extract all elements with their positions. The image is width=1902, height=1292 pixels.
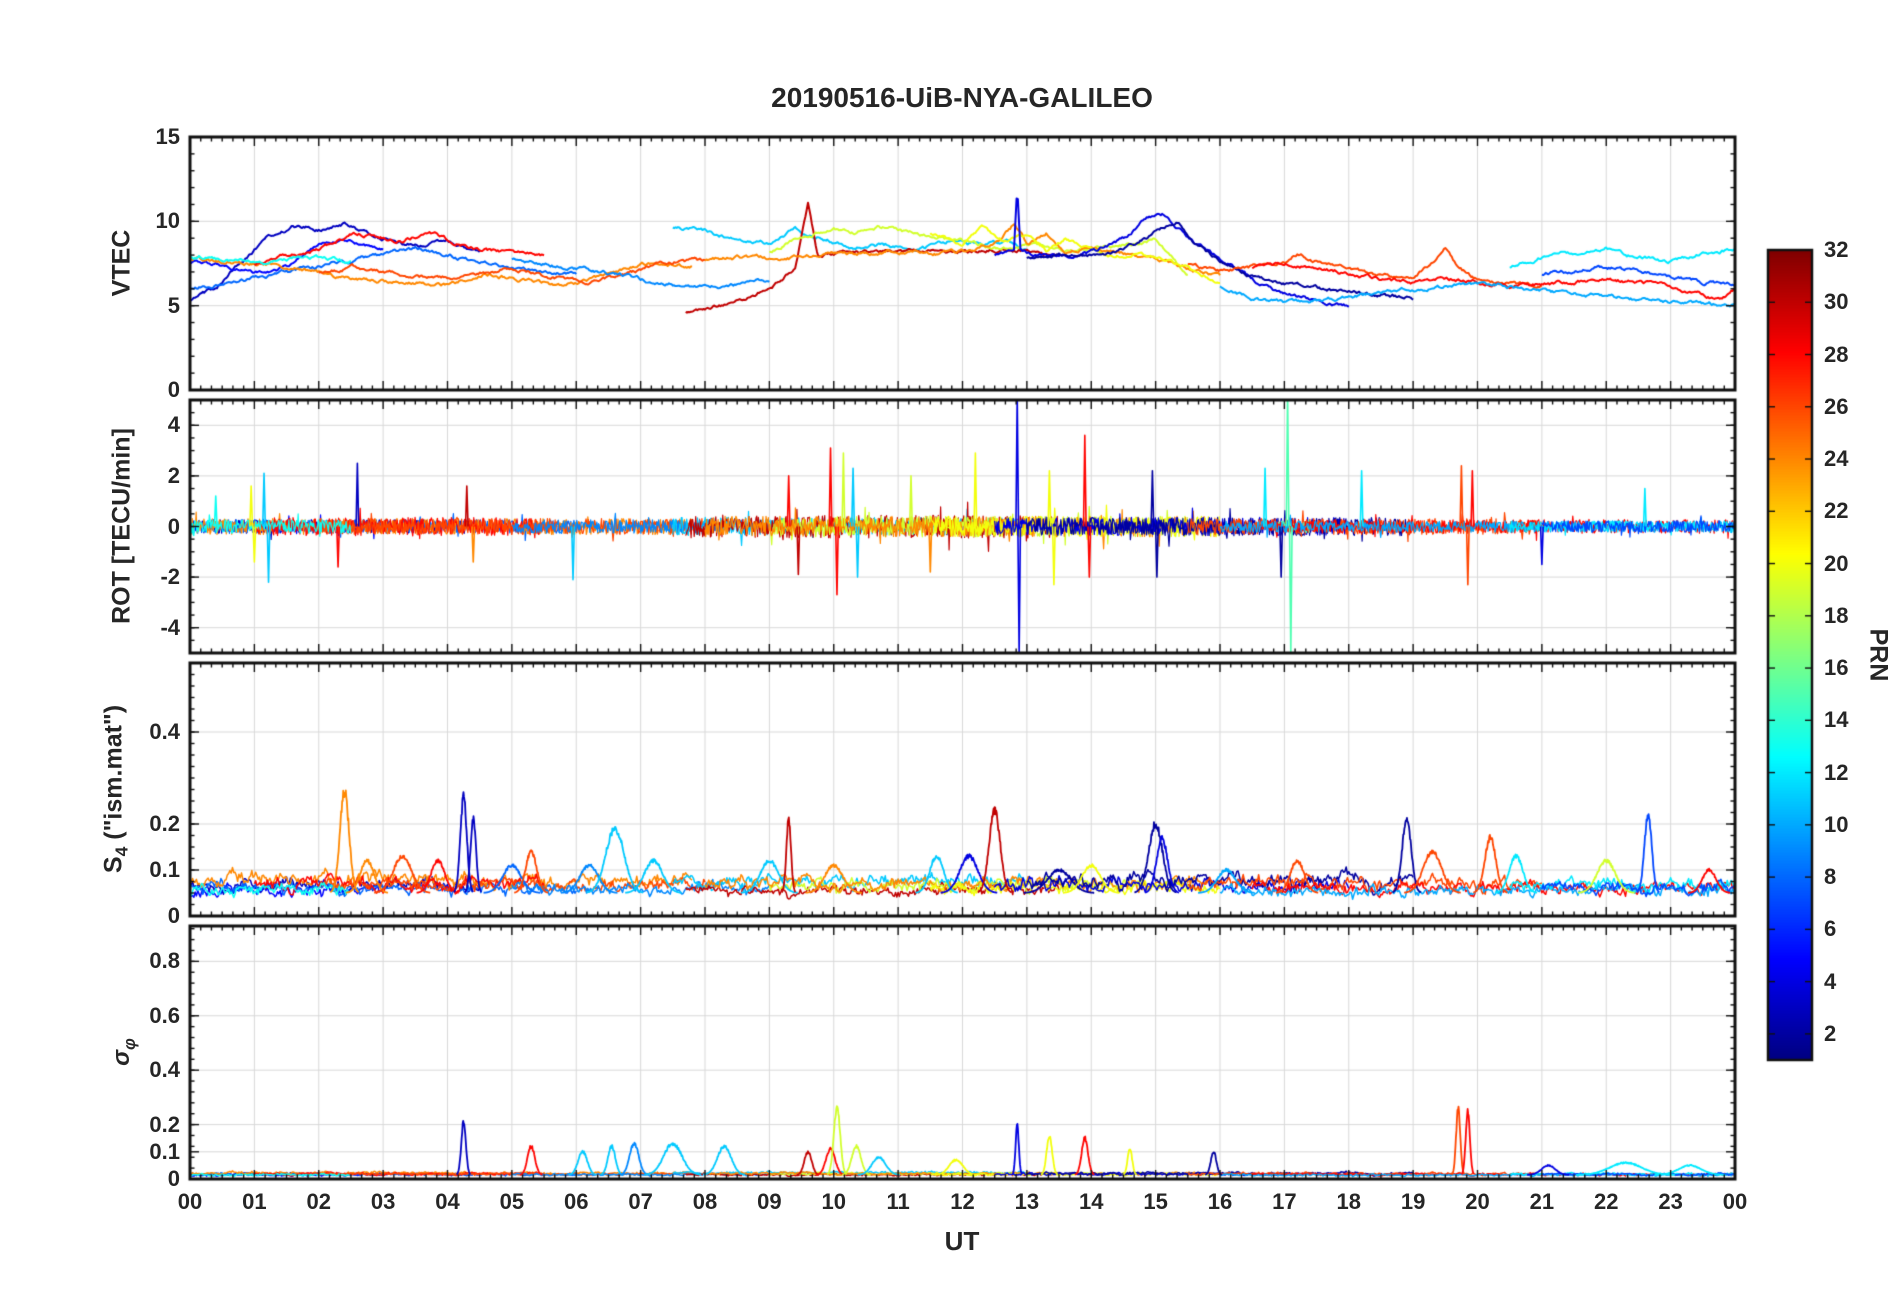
y-tick-label: 0: [167, 903, 180, 928]
x-tick-label: 17: [1272, 1189, 1297, 1214]
colorbar-tick-label: 28: [1824, 341, 1849, 367]
x-axis-label: UT: [944, 1226, 980, 1256]
x-tick-label: 04: [435, 1189, 460, 1214]
y-tick-label: 0.6: [149, 1002, 180, 1028]
colorbar-tick-label: 30: [1824, 289, 1849, 315]
y-tick-label: 0.2: [149, 811, 180, 836]
y-tick-label: 5: [167, 292, 180, 318]
colorbar-label: PRN: [1864, 628, 1893, 682]
colorbar-tick-label: 32: [1824, 237, 1849, 262]
s4-subscript: 4: [111, 846, 132, 857]
y-tick-label: 0.8: [149, 948, 180, 974]
y-tick-label: 0: [167, 1166, 180, 1191]
colorbar-tick-label: 16: [1824, 655, 1849, 681]
sigma-symbol: σ: [108, 1049, 136, 1066]
x-tick-label: 11: [886, 1189, 910, 1214]
colorbar-tick-label: 4: [1824, 968, 1837, 994]
x-tick-label: 22: [1594, 1189, 1619, 1214]
x-tick-label: 10: [821, 1189, 846, 1214]
x-tick-label: 06: [564, 1189, 589, 1214]
y-tick-label: -2: [160, 564, 180, 590]
colorbar-tick-label: 20: [1824, 550, 1849, 576]
y-tick-label: 0.1: [149, 857, 180, 882]
y-tick-label: 0.4: [149, 1057, 180, 1083]
x-tick-label: 02: [306, 1189, 331, 1214]
x-tick-label: 09: [757, 1189, 782, 1214]
y-tick-label: 0.1: [149, 1138, 180, 1164]
colorbar-tick-label: 10: [1824, 811, 1849, 837]
x-tick-label: 23: [1658, 1189, 1683, 1214]
x-tick-label: 13: [1014, 1189, 1040, 1214]
x-tick-label: 21: [1529, 1189, 1555, 1214]
y-tick-label: 0: [167, 377, 180, 402]
s4-symbol: S: [99, 856, 128, 874]
y-tick-label: 0.4: [149, 719, 180, 744]
x-tick-label: 08: [692, 1189, 718, 1214]
y-axis-label-sigma-phi: σφ: [108, 1038, 140, 1066]
x-tick-label: 01: [242, 1189, 267, 1214]
x-tick-label: 12: [950, 1189, 975, 1214]
x-tick-label: 00: [1722, 1189, 1748, 1214]
y-tick-label: 10: [155, 208, 180, 234]
x-tick-label: 19: [1400, 1189, 1426, 1214]
x-tick-label: 16: [1207, 1189, 1233, 1214]
phi-subscript: φ: [119, 1038, 139, 1050]
y-axis-label-vtec: VTEC: [107, 229, 136, 297]
x-tick-label: 20: [1465, 1189, 1490, 1214]
x-tick-label: 05: [499, 1189, 525, 1214]
x-tick-label: 18: [1336, 1189, 1361, 1214]
colorbar-tick-label: 18: [1824, 602, 1849, 628]
x-tick-label: 15: [1143, 1189, 1168, 1214]
colorbar-tick-label: 12: [1824, 759, 1849, 785]
chart-title: 20190516-UiB-NYA-GALILEO: [771, 82, 1153, 113]
y-tick-label: -4: [160, 614, 180, 640]
colorbar-tick-label: 6: [1824, 916, 1837, 942]
y-axis-label-rot: ROT [TECU/min]: [107, 428, 136, 624]
s4-suffix: ("ism.mat"): [99, 704, 128, 847]
x-tick-label: 14: [1079, 1189, 1104, 1214]
x-tick-label: 00: [177, 1189, 203, 1214]
y-tick-label: 4: [167, 412, 180, 438]
colorbar-tick-label: 24: [1824, 446, 1849, 472]
y-tick-label: 2: [167, 462, 180, 488]
x-tick-label: 03: [370, 1189, 396, 1214]
y-tick-label: 0: [167, 513, 180, 539]
colorbar-tick-label: 22: [1824, 498, 1849, 524]
colorbar-tick-label: 8: [1824, 864, 1837, 890]
colorbar-tick-label: 2: [1824, 1020, 1837, 1046]
colorbar-tick-label: 14: [1824, 707, 1849, 733]
colorbar-tick-label: 26: [1824, 393, 1849, 419]
x-tick-label: 07: [628, 1189, 653, 1214]
y-tick-label: 0.2: [149, 1111, 180, 1137]
y-axis-label-s4: S4 ("ism.mat"): [100, 705, 133, 873]
y-tick-label: 15: [155, 124, 180, 149]
